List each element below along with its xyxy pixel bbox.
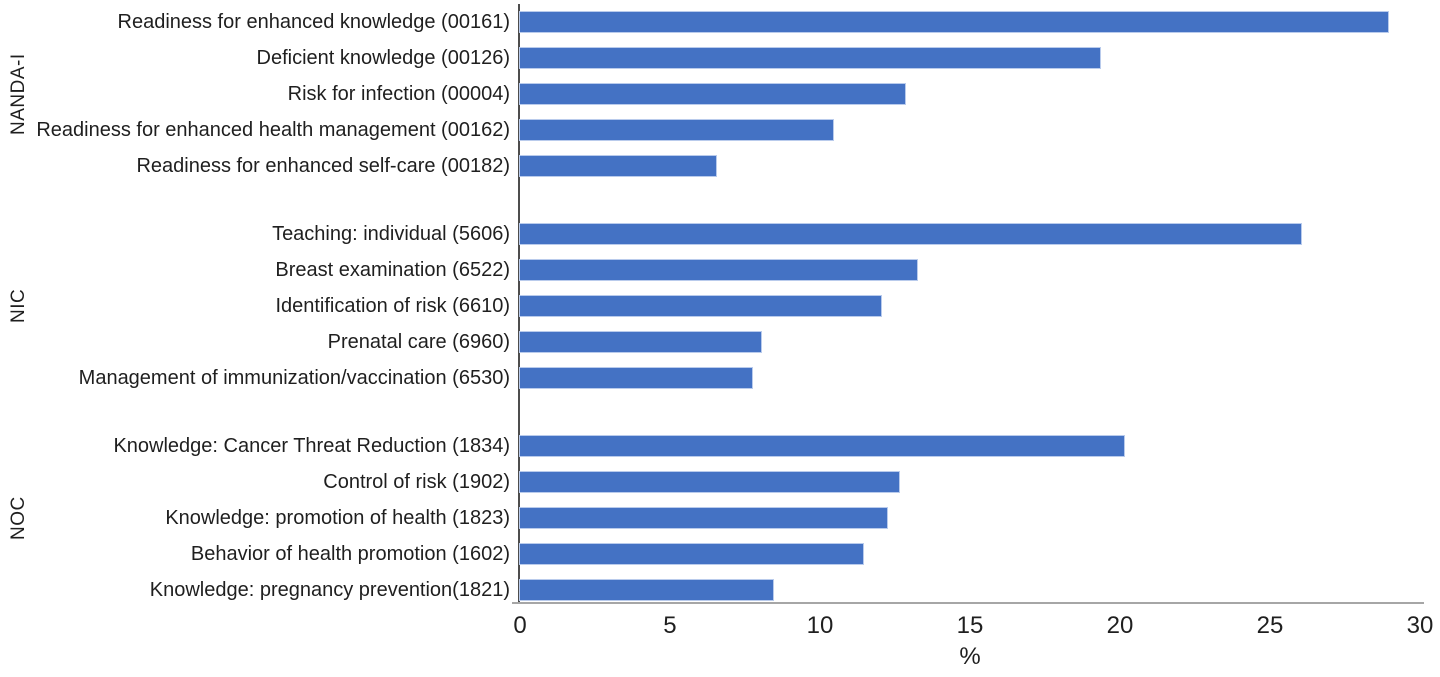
bar-track: [519, 83, 1419, 105]
category-label: Deficient knowledge (00126): [256, 46, 511, 69]
bar-track: [519, 367, 1419, 389]
bar-track: [519, 435, 1419, 457]
x-tick-label: 25: [1256, 612, 1284, 639]
bar-row: Risk for infection (00004): [0, 76, 1420, 112]
bar-track: [519, 331, 1419, 353]
chart-groups: NANDA-I Readiness for enhanced knowledge …: [0, 4, 1420, 608]
bar-track: [519, 507, 1419, 529]
category-label: Teaching: individual (5606): [272, 222, 510, 245]
x-axis-ticks: 0 5 10 15 20 25 30: [513, 612, 1433, 642]
category-label: Prenatal care (6960): [327, 330, 510, 353]
category-label: Identification of risk (6610): [275, 294, 510, 317]
x-tick-label: 15: [956, 612, 984, 639]
bar-track: [519, 155, 1419, 177]
bar-row: Knowledge: promotion of health (1823): [0, 500, 1420, 536]
bar: [519, 259, 918, 281]
bar-row: Control of risk (1902): [0, 464, 1420, 500]
bar-row: Readiness for enhanced knowledge (00161): [0, 4, 1420, 40]
category-label: Management of immunization/vaccination (…: [78, 366, 510, 389]
bar: [519, 47, 1101, 69]
chart-group-noc: NOC Knowledge: Cancer Threat Reduction (1…: [0, 428, 1420, 608]
bar-row: Readiness for enhanced health management…: [0, 112, 1420, 148]
chart-group-nanda-i: NANDA-I Readiness for enhanced knowledge …: [0, 4, 1420, 184]
bar-row: Prenatal care (6960): [0, 324, 1420, 360]
bar-track: [519, 295, 1419, 317]
x-tick-label: 30: [1406, 612, 1434, 639]
bar: [519, 543, 864, 565]
bar: [519, 331, 762, 353]
bar-row: Identification of risk (6610): [0, 288, 1420, 324]
bar-row: Behavior of health promotion (1602): [0, 536, 1420, 572]
category-label: Behavior of health promotion (1602): [190, 542, 510, 565]
bar-track: [519, 119, 1419, 141]
x-tick-label: 0: [513, 612, 527, 639]
bar-row: Management of immunization/vaccination (…: [0, 360, 1420, 396]
bar: [519, 295, 882, 317]
category-label: Control of risk (1902): [323, 470, 510, 493]
bar: [519, 367, 753, 389]
group-axis-label: NOC: [8, 496, 29, 540]
category-label: Knowledge: Cancer Threat Reduction (1834…: [113, 434, 510, 457]
bar-track: [519, 223, 1419, 245]
category-label: Readiness for enhanced knowledge (00161): [117, 10, 511, 33]
bar-row: Knowledge: Cancer Threat Reduction (1834…: [0, 428, 1420, 464]
bar-row: Knowledge: pregnancy prevention(1821): [0, 572, 1420, 608]
category-label: Risk for infection (00004): [287, 82, 510, 105]
bar-row: Deficient knowledge (00126): [0, 40, 1420, 76]
bar: [519, 11, 1389, 33]
x-tick-label: 10: [806, 612, 834, 639]
bar: [519, 223, 1302, 245]
category-label: Readiness for enhanced health management…: [36, 118, 510, 141]
bar-track: [519, 259, 1419, 281]
bar-row: Teaching: individual (5606): [0, 216, 1420, 252]
x-tick-label: 5: [663, 612, 677, 639]
bar-track: [519, 471, 1419, 493]
bar-track: [519, 579, 1419, 601]
bar-row: Readiness for enhanced self-care (00182): [0, 148, 1420, 184]
bar: [519, 579, 774, 601]
bar: [519, 119, 834, 141]
bar: [519, 155, 717, 177]
x-tick-label: 20: [1106, 612, 1134, 639]
bar-row: Breast examination (6522): [0, 252, 1420, 288]
bar: [519, 471, 900, 493]
bar: [519, 83, 906, 105]
bar-track: [519, 543, 1419, 565]
bar-track: [519, 11, 1419, 33]
x-axis-line: [512, 602, 1424, 604]
bar-track: [519, 47, 1419, 69]
bar: [519, 507, 888, 529]
chart-group-nic: NIC Teaching: individual (5606) Breast exa…: [0, 216, 1420, 396]
category-label: Breast examination (6522): [275, 258, 510, 281]
category-label: Readiness for enhanced self-care (00182): [136, 154, 510, 177]
category-label: Knowledge: promotion of health (1823): [165, 506, 510, 529]
group-axis-label: NANDA-I: [8, 53, 29, 135]
x-axis-title: %: [959, 643, 981, 670]
category-label: Knowledge: pregnancy prevention(1821): [149, 578, 510, 601]
bar: [519, 435, 1125, 457]
group-axis-label: NIC: [8, 288, 29, 324]
